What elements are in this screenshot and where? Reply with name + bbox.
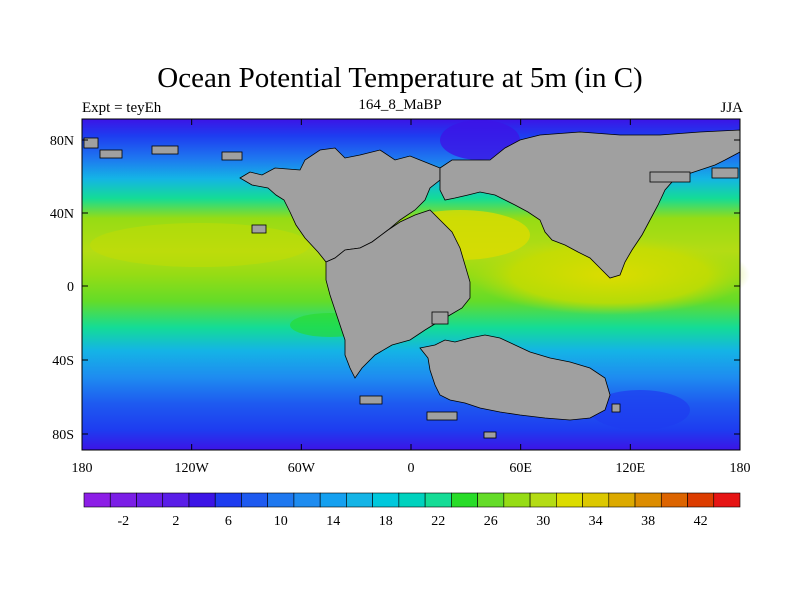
lat-label: 0 <box>67 280 74 295</box>
colorbar-swatch <box>634 492 662 508</box>
land-south-america-africa <box>325 209 471 379</box>
land-island-f <box>99 149 123 159</box>
time-label: 164_8_MaBP <box>358 97 442 113</box>
lon-label: 120E <box>616 461 646 476</box>
season-label: JJA <box>720 100 743 116</box>
lon-label: 60E <box>509 461 532 476</box>
lat-label: 80N <box>50 134 74 149</box>
colorbar-label: 18 <box>379 514 393 529</box>
colorbar-swatch <box>477 492 505 508</box>
cold-pocket-north <box>440 120 520 160</box>
land-island-a <box>359 395 383 405</box>
colorbar: -2 2 6 10 14 18 22 26 30 34 38 42 <box>83 492 741 529</box>
land-island-h <box>151 145 179 155</box>
land-island-d <box>221 151 243 161</box>
colorbar-swatch <box>713 492 741 508</box>
land-north-america <box>239 147 441 263</box>
colorbar-label: 2 <box>172 514 179 529</box>
land-gondwana-east <box>419 334 611 421</box>
colorbar-swatch <box>346 492 373 508</box>
colorbar-swatch <box>687 492 715 508</box>
colorbar-swatch <box>319 492 347 508</box>
colorbar-swatch <box>136 492 164 508</box>
colorbar-swatch <box>267 492 295 508</box>
colorbar-label: 26 <box>484 514 498 529</box>
colorbar-swatch <box>582 492 610 508</box>
colorbar-swatch <box>162 492 190 508</box>
colorbar-swatch <box>529 492 557 508</box>
land-eurasia <box>439 129 741 279</box>
colorbar-label: 10 <box>274 514 288 529</box>
colorbar-label: 14 <box>326 514 340 529</box>
colorbar-swatch <box>608 492 636 508</box>
colorbar-swatch <box>372 492 400 508</box>
land-island-e <box>83 137 99 149</box>
colorbar-swatch <box>424 492 452 508</box>
colorbar-label: 34 <box>589 514 603 529</box>
lat-axis: 80N 40N 0 40S 80S <box>50 134 740 443</box>
experiment-label: Expt = teyEh <box>82 100 162 116</box>
colorbar-swatch <box>83 492 111 508</box>
lon-label: 60W <box>288 461 316 476</box>
lon-label: 180 <box>730 461 751 476</box>
colorbar-label: 22 <box>431 514 445 529</box>
lon-label: 0 <box>408 461 415 476</box>
colorbar-swatch <box>451 492 478 508</box>
colorbar-label: 38 <box>641 514 655 529</box>
colorbar-swatch <box>241 492 268 508</box>
colorbar-label: 42 <box>694 514 708 529</box>
colorbar-swatch <box>293 492 321 508</box>
colorbar-label: -2 <box>118 514 130 529</box>
plot-title: Ocean Potential Temperature at 5m (in C) <box>157 62 643 94</box>
colorbar-swatch <box>660 492 688 508</box>
lon-axis: 180 120W 60W 0 60E 120E 180 <box>72 119 751 476</box>
lon-label: 180 <box>72 461 93 476</box>
colorbar-swatch <box>556 492 583 508</box>
colorbar-label: 30 <box>536 514 550 529</box>
land-island-j <box>711 167 739 179</box>
land-island-i <box>649 171 691 183</box>
land-island-b <box>426 411 458 421</box>
land-island-l <box>611 403 621 413</box>
colorbar-swatch <box>214 492 242 508</box>
land-island-g <box>251 224 267 234</box>
colorbar-label: 6 <box>225 514 232 529</box>
lat-label: 80S <box>52 428 74 443</box>
lon-label: 120W <box>175 461 210 476</box>
cold-pocket-south <box>590 390 690 430</box>
colorbar-swatch <box>188 492 216 508</box>
lat-label: 40S <box>52 354 74 369</box>
lat-label: 40N <box>50 207 74 222</box>
colorbar-swatch <box>503 492 531 508</box>
warm-pool-west <box>90 223 310 267</box>
land-island-k <box>431 311 449 325</box>
colorbar-swatch <box>398 492 426 508</box>
colorbar-swatch <box>109 492 137 508</box>
land-island-c <box>483 431 497 439</box>
